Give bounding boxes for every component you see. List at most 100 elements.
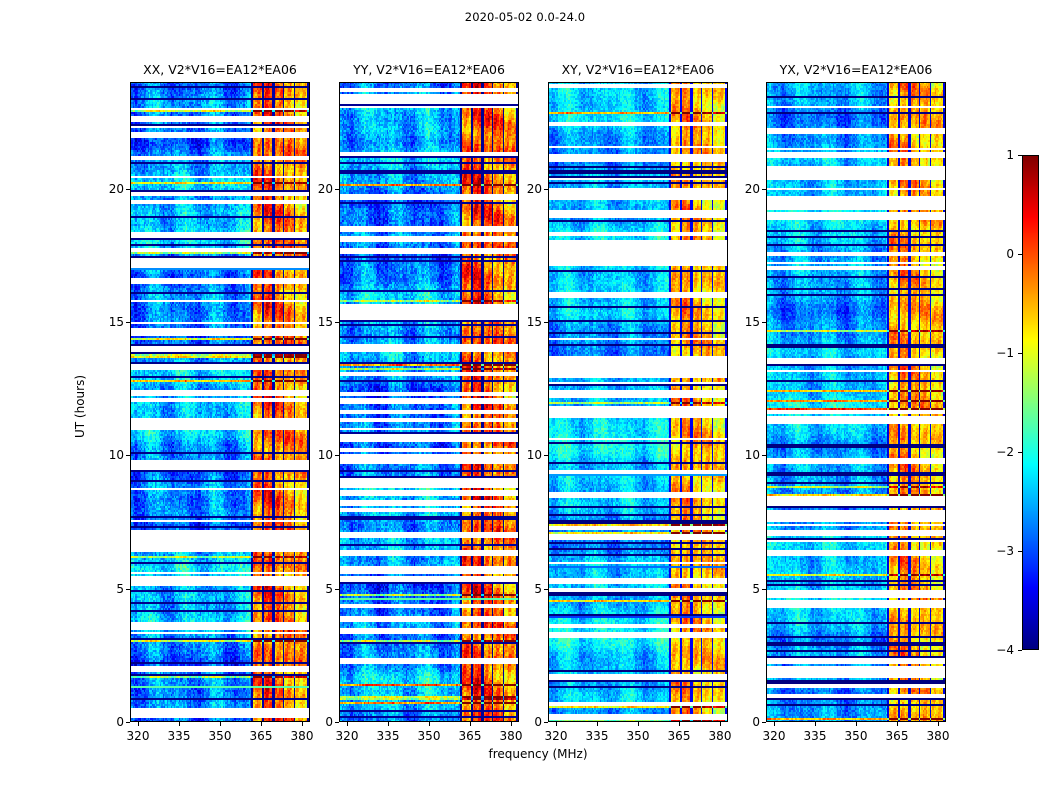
x-tick-label: 350	[208, 729, 232, 743]
y-tick-label: 10	[526, 448, 542, 462]
panel-title-yx: YX, V2*V16=EA12*EA06	[779, 62, 933, 77]
colorbar-tick-label: 0	[1006, 247, 1014, 261]
colorbar-tick-label: −2	[996, 445, 1014, 459]
y-tick	[335, 722, 339, 723]
y-tick-label: 10	[744, 448, 760, 462]
colorbar-tick	[1018, 155, 1022, 156]
colorbar-tick	[1018, 254, 1022, 255]
x-tick-label: 320	[335, 729, 359, 743]
x-tick	[347, 722, 348, 726]
y-tick	[762, 455, 766, 456]
y-tick	[335, 189, 339, 190]
x-tick	[897, 722, 898, 726]
y-tick	[335, 455, 339, 456]
x-tick-label: 365	[249, 729, 273, 743]
x-tick	[938, 722, 939, 726]
waterfall-image-yx	[766, 82, 946, 722]
x-tick-label: 380	[708, 729, 732, 743]
y-tick	[544, 455, 548, 456]
x-tick	[388, 722, 389, 726]
x-tick	[429, 722, 430, 726]
x-tick-label: 350	[626, 729, 650, 743]
y-tick	[544, 189, 548, 190]
x-tick-label: 365	[885, 729, 909, 743]
x-tick-label: 380	[499, 729, 523, 743]
y-tick-label: 15	[108, 315, 124, 329]
panel-title-xx: XX, V2*V16=EA12*EA06	[143, 62, 297, 77]
x-tick	[679, 722, 680, 726]
x-tick	[220, 722, 221, 726]
x-tick	[470, 722, 471, 726]
x-tick-label: 365	[458, 729, 482, 743]
y-tick	[762, 589, 766, 590]
y-tick-label: 0	[116, 715, 124, 729]
y-tick-label: 15	[317, 315, 333, 329]
colorbar-tick-label: −3	[996, 544, 1014, 558]
panel-yx: YX, V2*V16=EA12*EA06	[766, 62, 946, 722]
x-tick	[261, 722, 262, 726]
y-tick	[126, 189, 130, 190]
panel-yy: YY, V2*V16=EA12*EA06	[339, 62, 519, 722]
x-tick-label: 350	[417, 729, 441, 743]
panel-xy: XY, V2*V16=EA12*EA06	[548, 62, 728, 722]
y-tick-label: 5	[325, 582, 333, 596]
panel-title-xy: XY, V2*V16=EA12*EA06	[561, 62, 715, 77]
x-tick	[302, 722, 303, 726]
x-tick	[720, 722, 721, 726]
panel-xx: XX, V2*V16=EA12*EA06	[130, 62, 310, 722]
y-tick-label: 5	[752, 582, 760, 596]
x-tick-label: 320	[126, 729, 150, 743]
colorbar	[1022, 155, 1039, 650]
colorbar-tick-label: −1	[996, 346, 1014, 360]
y-tick-label: 20	[317, 182, 333, 196]
waterfall-image-xy	[548, 82, 728, 722]
y-tick-label: 0	[752, 715, 760, 729]
y-tick	[126, 322, 130, 323]
x-tick-label: 335	[803, 729, 827, 743]
x-tick	[597, 722, 598, 726]
y-axis-label: UT (hours)	[73, 374, 87, 438]
y-tick-label: 20	[108, 182, 124, 196]
x-tick-label: 335	[585, 729, 609, 743]
x-axis-label: frequency (MHz)	[488, 747, 588, 761]
x-tick-label: 365	[667, 729, 691, 743]
y-tick	[126, 589, 130, 590]
y-tick	[335, 322, 339, 323]
y-tick-label: 0	[325, 715, 333, 729]
x-tick-label: 380	[926, 729, 950, 743]
waterfall-image-xx	[130, 82, 310, 722]
y-tick-label: 5	[116, 582, 124, 596]
x-tick-label: 335	[376, 729, 400, 743]
x-tick-label: 335	[167, 729, 191, 743]
x-tick	[856, 722, 857, 726]
colorbar-tick	[1018, 551, 1022, 552]
colorbar-tick	[1018, 452, 1022, 453]
y-tick	[544, 589, 548, 590]
x-tick	[511, 722, 512, 726]
y-tick-label: 20	[526, 182, 542, 196]
x-tick-label: 320	[544, 729, 568, 743]
y-tick-label: 5	[534, 582, 542, 596]
y-tick	[544, 322, 548, 323]
y-tick-label: 0	[534, 715, 542, 729]
y-tick	[544, 722, 548, 723]
y-tick	[126, 722, 130, 723]
x-tick-label: 350	[844, 729, 868, 743]
y-tick-label: 20	[744, 182, 760, 196]
y-tick	[126, 455, 130, 456]
y-tick	[762, 322, 766, 323]
x-tick-label: 320	[762, 729, 786, 743]
y-tick-label: 10	[317, 448, 333, 462]
figure-suptitle: 2020-05-02 0.0-24.0	[464, 10, 586, 24]
x-tick	[638, 722, 639, 726]
colorbar-tick	[1018, 353, 1022, 354]
waterfall-image-yy	[339, 82, 519, 722]
x-tick	[556, 722, 557, 726]
x-tick	[179, 722, 180, 726]
y-tick	[762, 189, 766, 190]
x-tick	[815, 722, 816, 726]
x-tick	[774, 722, 775, 726]
y-tick	[335, 589, 339, 590]
colorbar-tick-label: −4	[996, 643, 1014, 657]
